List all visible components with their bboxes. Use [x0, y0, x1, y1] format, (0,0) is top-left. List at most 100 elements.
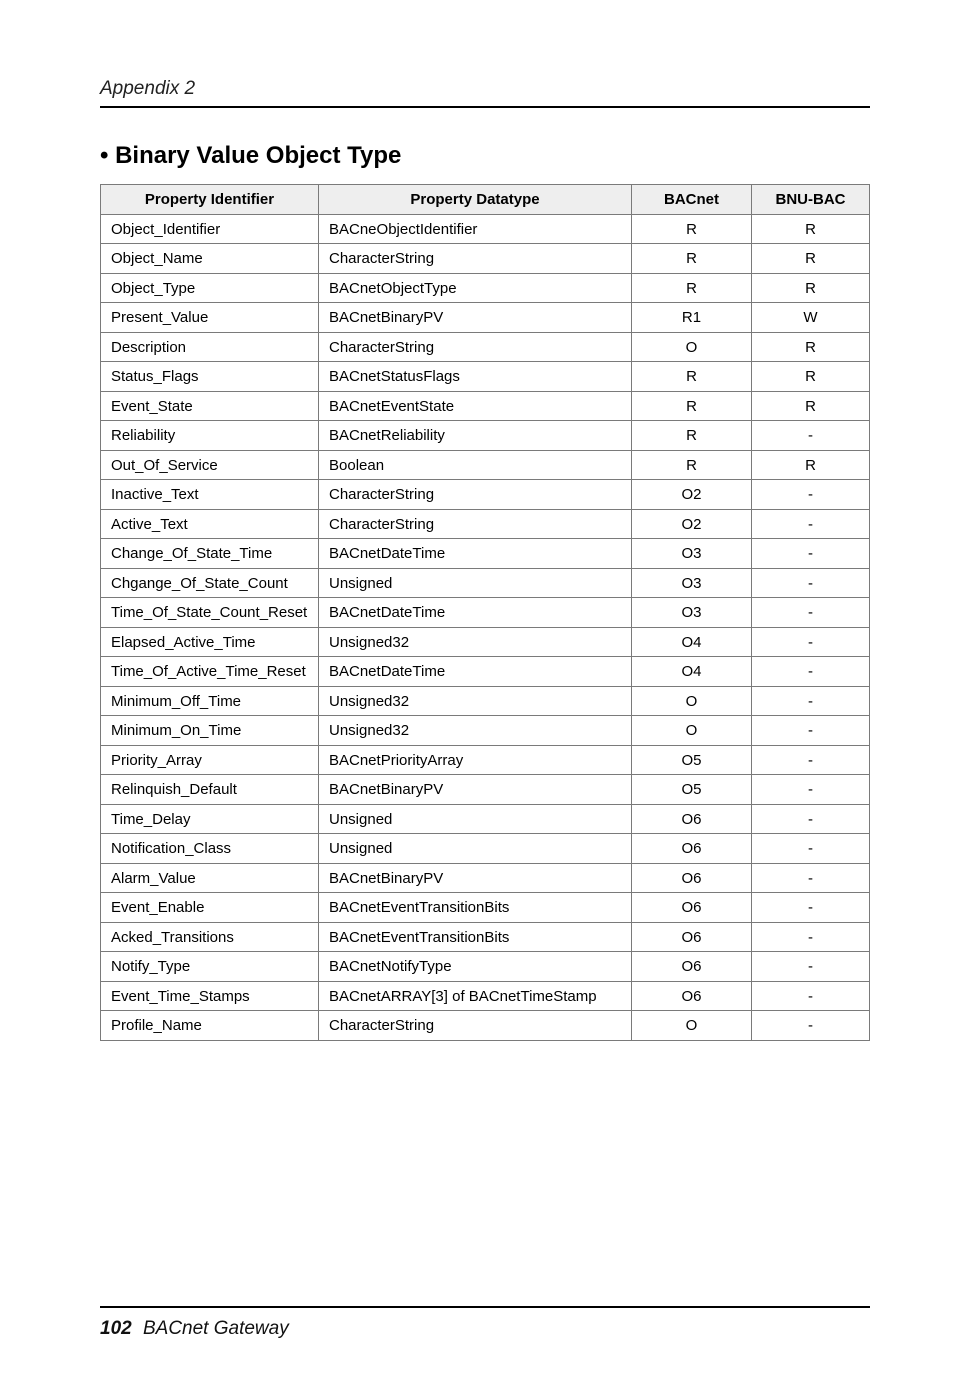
col-header-bacnet: BACnet: [632, 185, 752, 215]
cell-property-datatype: BACnetEventTransitionBits: [319, 893, 632, 923]
cell-bnu-bac: -: [752, 1011, 870, 1041]
cell-property-datatype: Unsigned32: [319, 716, 632, 746]
table-row: Priority_ArrayBACnetPriorityArrayO5-: [101, 745, 870, 775]
cell-property-identifier: Notify_Type: [101, 952, 319, 982]
running-header: Appendix 2: [100, 78, 870, 100]
cell-bnu-bac: R: [752, 214, 870, 244]
table-row: Change_Of_State_TimeBACnetDateTimeO3-: [101, 539, 870, 569]
table-row: Out_Of_ServiceBooleanRR: [101, 450, 870, 480]
cell-bacnet: O6: [632, 834, 752, 864]
cell-property-identifier: Time_Of_Active_Time_Reset: [101, 657, 319, 687]
table-row: Object_IdentifierBACneObjectIdentifierRR: [101, 214, 870, 244]
cell-bnu-bac: -: [752, 568, 870, 598]
cell-bnu-bac: R: [752, 244, 870, 274]
table-row: Minimum_Off_TimeUnsigned32O-: [101, 686, 870, 716]
table-row: Time_Of_State_Count_ResetBACnetDateTimeO…: [101, 598, 870, 628]
cell-bacnet: O: [632, 332, 752, 362]
table-row: Minimum_On_TimeUnsigned32O-: [101, 716, 870, 746]
cell-property-datatype: BACnetEventState: [319, 391, 632, 421]
book-title: BACnet Gateway: [143, 1318, 289, 1339]
table-row: Status_FlagsBACnetStatusFlagsRR: [101, 362, 870, 392]
cell-property-datatype: CharacterString: [319, 480, 632, 510]
cell-property-identifier: Relinquish_Default: [101, 775, 319, 805]
cell-bnu-bac: R: [752, 391, 870, 421]
cell-bacnet: O4: [632, 627, 752, 657]
table-row: Event_Time_StampsBACnetARRAY[3] of BACne…: [101, 981, 870, 1011]
table-row: Elapsed_Active_TimeUnsigned32O4-: [101, 627, 870, 657]
col-header-property-datatype: Property Datatype: [319, 185, 632, 215]
cell-property-datatype: Unsigned32: [319, 627, 632, 657]
cell-bnu-bac: -: [752, 421, 870, 451]
cell-bnu-bac: -: [752, 686, 870, 716]
cell-property-identifier: Minimum_Off_Time: [101, 686, 319, 716]
cell-property-identifier: Notification_Class: [101, 834, 319, 864]
cell-bnu-bac: -: [752, 539, 870, 569]
cell-property-datatype: CharacterString: [319, 1011, 632, 1041]
cell-property-identifier: Active_Text: [101, 509, 319, 539]
cell-bacnet: O6: [632, 981, 752, 1011]
cell-property-identifier: Status_Flags: [101, 362, 319, 392]
cell-bnu-bac: -: [752, 657, 870, 687]
cell-bnu-bac: -: [752, 863, 870, 893]
cell-bacnet: R: [632, 450, 752, 480]
cell-bnu-bac: -: [752, 509, 870, 539]
cell-property-datatype: BACnetStatusFlags: [319, 362, 632, 392]
cell-bnu-bac: -: [752, 598, 870, 628]
cell-property-identifier: Time_Delay: [101, 804, 319, 834]
cell-property-identifier: Object_Name: [101, 244, 319, 274]
col-header-property-identifier: Property Identifier: [101, 185, 319, 215]
cell-property-datatype: BACnetBinaryPV: [319, 863, 632, 893]
cell-property-identifier: Description: [101, 332, 319, 362]
cell-bnu-bac: -: [752, 893, 870, 923]
cell-bacnet: R: [632, 362, 752, 392]
cell-property-identifier: Chgange_Of_State_Count: [101, 568, 319, 598]
cell-bacnet: R: [632, 421, 752, 451]
cell-bnu-bac: -: [752, 716, 870, 746]
cell-property-identifier: Event_Enable: [101, 893, 319, 923]
cell-bacnet: O: [632, 686, 752, 716]
cell-property-identifier: Event_Time_Stamps: [101, 981, 319, 1011]
cell-property-datatype: CharacterString: [319, 332, 632, 362]
cell-bacnet: O2: [632, 480, 752, 510]
cell-bacnet: O6: [632, 952, 752, 982]
cell-bacnet: O2: [632, 509, 752, 539]
cell-property-identifier: Minimum_On_Time: [101, 716, 319, 746]
cell-bacnet: R: [632, 244, 752, 274]
cell-bacnet: O4: [632, 657, 752, 687]
cell-property-datatype: BACnetPriorityArray: [319, 745, 632, 775]
cell-property-datatype: BACnetDateTime: [319, 657, 632, 687]
cell-property-datatype: BACnetReliability: [319, 421, 632, 451]
cell-property-datatype: Unsigned: [319, 568, 632, 598]
cell-property-datatype: Unsigned: [319, 804, 632, 834]
cell-property-datatype: BACneObjectIdentifier: [319, 214, 632, 244]
cell-property-datatype: BACnetNotifyType: [319, 952, 632, 982]
cell-bnu-bac: -: [752, 834, 870, 864]
section-title: • Binary Value Object Type: [100, 142, 870, 170]
cell-bnu-bac: R: [752, 332, 870, 362]
cell-property-identifier: Out_Of_Service: [101, 450, 319, 480]
table-row: Event_EnableBACnetEventTransitionBitsO6-: [101, 893, 870, 923]
cell-bnu-bac: -: [752, 745, 870, 775]
cell-bnu-bac: -: [752, 922, 870, 952]
table-row: Time_Of_Active_Time_ResetBACnetDateTimeO…: [101, 657, 870, 687]
cell-bacnet: O: [632, 1011, 752, 1041]
cell-property-datatype: Unsigned32: [319, 686, 632, 716]
cell-property-identifier: Time_Of_State_Count_Reset: [101, 598, 319, 628]
cell-property-identifier: Change_Of_State_Time: [101, 539, 319, 569]
cell-property-datatype: BACnetBinaryPV: [319, 775, 632, 805]
cell-bacnet: O: [632, 716, 752, 746]
table-row: Active_TextCharacterStringO2-: [101, 509, 870, 539]
cell-property-identifier: Inactive_Text: [101, 480, 319, 510]
table-header-row: Property Identifier Property Datatype BA…: [101, 185, 870, 215]
table-row: Present_ValueBACnetBinaryPVR1W: [101, 303, 870, 333]
cell-property-identifier: Reliability: [101, 421, 319, 451]
cell-property-datatype: Unsigned: [319, 834, 632, 864]
cell-property-identifier: Object_Type: [101, 273, 319, 303]
table-row: Chgange_Of_State_CountUnsignedO3-: [101, 568, 870, 598]
cell-bacnet: O3: [632, 598, 752, 628]
cell-property-datatype: CharacterString: [319, 509, 632, 539]
cell-property-datatype: BACnetBinaryPV: [319, 303, 632, 333]
cell-property-identifier: Acked_Transitions: [101, 922, 319, 952]
cell-property-identifier: Elapsed_Active_Time: [101, 627, 319, 657]
table-row: Relinquish_DefaultBACnetBinaryPVO5-: [101, 775, 870, 805]
